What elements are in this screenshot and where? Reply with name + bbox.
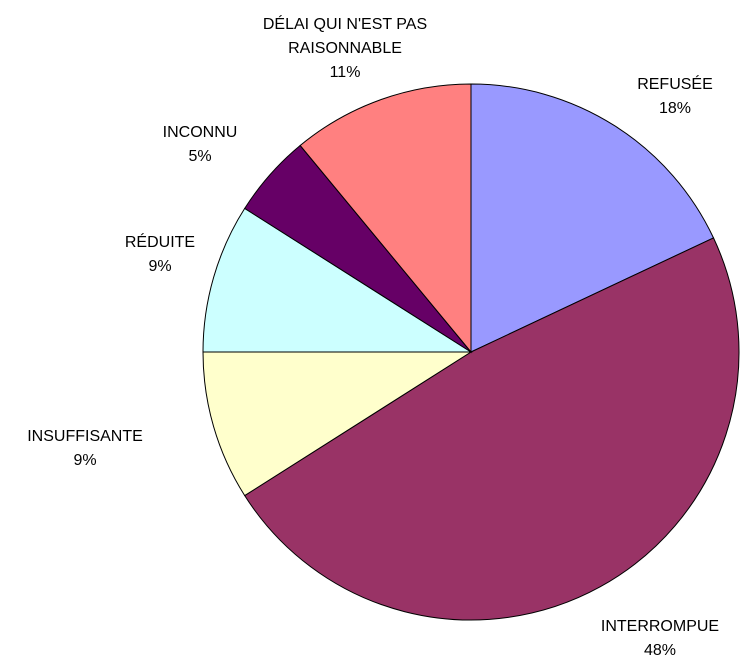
slice (202, 207, 473, 353)
category-label: DÉLAI QUI N'EST PAS RAISONNABLE (262, 16, 428, 57)
value-label: 9% (73, 452, 97, 469)
slice (202, 351, 473, 497)
category-label: INTERROMPUE (600, 618, 720, 635)
value-label: 48% (643, 642, 677, 659)
slice (244, 237, 740, 621)
slice-label: INSUFFISANTE 9% (5, 425, 165, 473)
value-label: 5% (188, 148, 212, 165)
slice (470, 83, 715, 353)
category-label: RÉDUITE (124, 234, 196, 251)
category-label: INSUFFISANTE (27, 428, 143, 445)
value-label: 11% (329, 64, 361, 81)
slice-label: DÉLAI QUI N'EST PAS RAISONNABLE 11% (235, 13, 455, 85)
slice (299, 83, 472, 354)
slice-label: INCONNU 5% (120, 121, 280, 169)
category-label: INCONNU (162, 124, 238, 141)
slice-label: INTERROMPUE 48% (580, 615, 740, 661)
slice-label: RÉDUITE 9% (80, 231, 240, 279)
slice-label: REFUSÉE 18% (595, 73, 741, 121)
value-label: 18% (658, 100, 692, 117)
value-label: 9% (148, 258, 172, 275)
category-label: REFUSÉE (637, 76, 713, 93)
